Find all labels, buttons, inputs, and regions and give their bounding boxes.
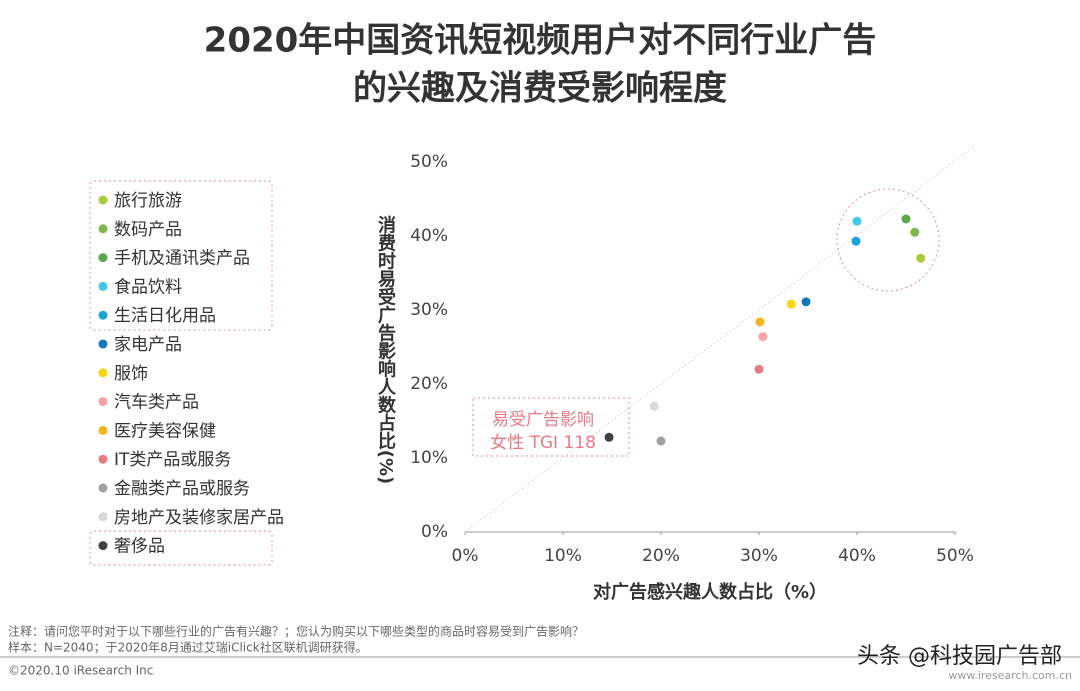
- point: [758, 332, 768, 342]
- legend-group-box: [89, 530, 273, 566]
- legend-marker: [98, 339, 108, 349]
- legend-marker: [98, 253, 108, 263]
- x-tick-label: 20%: [642, 546, 680, 566]
- highlight-circle: [836, 188, 940, 292]
- point: [754, 364, 764, 374]
- legend-label: 金融类产品或服务: [114, 479, 250, 499]
- y-tick-label: 50%: [410, 152, 448, 172]
- legend-label: IT类产品或服务: [114, 450, 231, 470]
- note: 样本：N=2040；于2020年8月通过艾瑞iClick社区联机调研获得。: [8, 640, 368, 655]
- annotation: 易受广告影响: [492, 410, 594, 430]
- legend-label: 家电产品: [114, 335, 182, 355]
- legend-label: 服饰: [114, 364, 148, 384]
- legend-marker: [98, 454, 108, 464]
- legend-marker: [98, 195, 108, 205]
- legend-marker: [98, 541, 108, 551]
- y-tick-label: 0%: [421, 522, 448, 542]
- x-tick-label: 50%: [936, 546, 974, 566]
- annotation-box: [472, 397, 630, 457]
- watermark: 头条 @科技园广告部: [857, 644, 1062, 669]
- point: [649, 401, 659, 411]
- legend-label: 旅行旅游: [114, 191, 182, 211]
- x-tick-label: 10%: [544, 546, 582, 566]
- legend-label: 数码产品: [114, 220, 182, 240]
- legend-marker: [98, 224, 108, 234]
- legend-marker: [98, 397, 108, 407]
- legend-label: 手机及通讯类产品: [114, 249, 250, 269]
- point: [604, 432, 614, 442]
- x-tick-label: 0%: [452, 546, 479, 566]
- chart-title: 2020年中国资讯短视频用户对不同行业广告: [204, 21, 877, 61]
- legend-label: 生活日化用品: [114, 306, 216, 326]
- y-tick-label: 20%: [410, 374, 448, 394]
- legend-label: 房地产及装修家居产品: [114, 508, 284, 528]
- x-tick-label: 40%: [838, 546, 876, 566]
- point: [852, 216, 862, 226]
- legend-marker: [98, 281, 108, 291]
- y-tick-label: 40%: [410, 226, 448, 246]
- legend-label: 食品饮料: [114, 277, 182, 297]
- chart-title: 的兴趣及消费受影响程度: [353, 69, 727, 109]
- y-tick-label: 10%: [410, 448, 448, 468]
- note: 注释：请问您平时对于以下哪些行业的广告有兴趣？；您认为购买以下哪些类型的商品时容…: [8, 624, 584, 639]
- x-tick-label: 30%: [740, 546, 778, 566]
- y-tick-label: 30%: [410, 300, 448, 320]
- y-axis-title: 消费时易受广告影响人数占比(%): [375, 215, 396, 485]
- legend-marker: [98, 512, 108, 522]
- x-axis-title: 对广告感兴趣人数占比（%）: [593, 581, 827, 603]
- point: [916, 253, 926, 263]
- annotation: 女性 TGI 118: [490, 433, 596, 453]
- legend-group-box: [89, 180, 273, 331]
- legend-marker: [98, 368, 108, 378]
- legend-marker: [98, 483, 108, 493]
- legend-label: 奢侈品: [114, 537, 165, 557]
- point: [656, 436, 666, 446]
- legend-label: 汽车类产品: [114, 393, 199, 413]
- legend-label: 医疗美容保健: [114, 421, 216, 441]
- point: [851, 236, 861, 246]
- legend-marker: [98, 425, 108, 435]
- point: [801, 297, 811, 307]
- point: [901, 214, 911, 224]
- copyright: ©2020.10 iResearch Inc: [8, 664, 153, 678]
- point: [755, 317, 765, 327]
- website: www.iresearch.com.cn: [948, 669, 1072, 682]
- point: [910, 227, 920, 237]
- legend-marker: [98, 310, 108, 320]
- point: [786, 299, 796, 309]
